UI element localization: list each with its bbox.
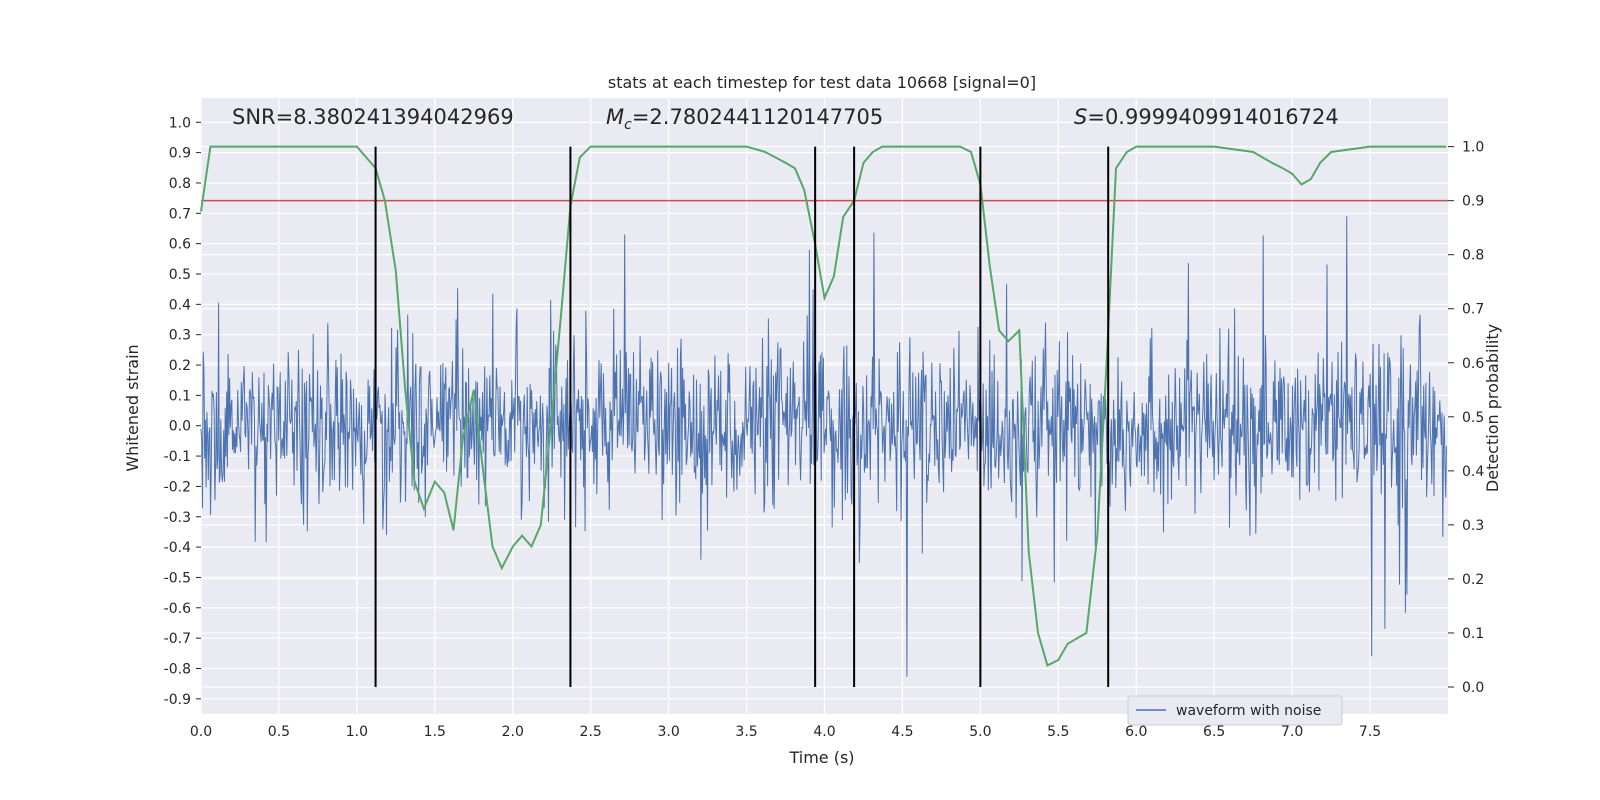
y-left-tick-label: 0.2 bbox=[169, 358, 191, 374]
legend-box bbox=[1127, 695, 1343, 726]
y-left-tick-label: -0.4 bbox=[164, 540, 191, 556]
y-right-tick-label: 0.9 bbox=[1462, 194, 1484, 210]
x-tick-label: 5.5 bbox=[1047, 724, 1069, 740]
legend-label-waveform: waveform with noise bbox=[1176, 703, 1321, 719]
y-right-axis-label: Detection probability bbox=[1483, 324, 1502, 492]
y-left-tick-label: 0.8 bbox=[169, 176, 191, 192]
chart-title: stats at each timestep for test data 106… bbox=[608, 73, 1036, 92]
y-left-tick-label: 1.0 bbox=[169, 115, 191, 131]
probability-line bbox=[200, 145, 1447, 667]
x-tick-label: 7.5 bbox=[1359, 724, 1381, 740]
y-left-tick-label: 0.0 bbox=[169, 419, 191, 435]
y-left-axis-ticks: -0.9 -0.8 -0.7 -0.6 -0.5 -0.4 -0.3 -0.2 -0.1 0.0 0… bbox=[164, 115, 201, 708]
vertical-markers bbox=[374, 146, 1110, 687]
x-tick-label: 2.0 bbox=[502, 724, 524, 740]
y-right-tick-label: 0.3 bbox=[1462, 518, 1484, 534]
x-tick-label: 0.5 bbox=[268, 724, 290, 740]
x-axis-ticks: 0.0 0.5 1.0 1.5 2.0 2.5 3.0 3.5 4.0 4.5 5.0 5.5 6.0 6… bbox=[190, 724, 1381, 740]
y-left-tick-label: -0.1 bbox=[164, 449, 191, 465]
y-right-tick-label: 1.0 bbox=[1462, 140, 1484, 156]
y-left-tick-label: 0.4 bbox=[169, 297, 191, 313]
y-right-tick-label: 0.8 bbox=[1462, 248, 1484, 264]
y-left-axis-label: Whitened strain bbox=[123, 344, 142, 471]
x-tick-label: 1.5 bbox=[424, 724, 446, 740]
x-tick-label: 2.5 bbox=[580, 724, 602, 740]
chirp-mass-annotation: Mc=2.7802441120147705 bbox=[606, 105, 883, 133]
y-left-tick-label: 0.6 bbox=[169, 237, 191, 253]
x-tick-label: 7.0 bbox=[1281, 724, 1303, 740]
x-axis-label: Time (s) bbox=[788, 748, 854, 767]
x-tick-label: 4.0 bbox=[813, 724, 835, 740]
y-left-tick-label: 0.9 bbox=[169, 146, 191, 162]
mc-subscript: c bbox=[624, 117, 632, 133]
x-tick-label: 3.5 bbox=[735, 724, 757, 740]
y-left-tick-label: -0.2 bbox=[164, 479, 191, 495]
y-left-tick-label: -0.9 bbox=[164, 692, 191, 708]
y-right-tick-label: 0.2 bbox=[1462, 572, 1484, 588]
x-tick-label: 3.0 bbox=[657, 724, 679, 740]
y-left-tick-label: 0.3 bbox=[169, 328, 191, 344]
x-tick-label: 4.5 bbox=[891, 724, 913, 740]
mc-symbol: M bbox=[606, 105, 624, 129]
legend: waveform with noise bbox=[1127, 695, 1343, 726]
y-left-tick-label: 0.1 bbox=[169, 388, 191, 404]
s-value: =0.9999409914016724 bbox=[1087, 105, 1338, 129]
y-right-tick-label: 0.7 bbox=[1462, 302, 1484, 318]
y-right-tick-label: 0.5 bbox=[1462, 410, 1484, 426]
y-right-axis-ticks: 0.0 0.1 0.2 0.3 0.4 0.5 0.6 0.7 0.8 0.9 1.0 bbox=[1448, 140, 1484, 696]
y-left-tick-label: -0.3 bbox=[164, 510, 191, 526]
y-right-tick-label: 0.6 bbox=[1462, 356, 1484, 372]
y-left-tick-label: -0.7 bbox=[164, 631, 191, 647]
y-left-tick-label: -0.6 bbox=[164, 601, 191, 617]
mc-value: =2.7802441120147705 bbox=[632, 105, 883, 129]
snr-annotation: SNR=8.380241394042969 bbox=[232, 105, 514, 129]
y-left-tick-label: -0.5 bbox=[164, 570, 191, 586]
x-tick-label: 0.0 bbox=[190, 724, 212, 740]
s-annotation: S=0.9999409914016724 bbox=[1074, 105, 1339, 129]
s-symbol: S bbox=[1074, 105, 1087, 129]
y-left-tick-label: 0.7 bbox=[169, 206, 191, 222]
y-right-tick-label: 0.1 bbox=[1462, 626, 1484, 642]
x-tick-label: 1.0 bbox=[346, 724, 368, 740]
x-tick-label: 5.0 bbox=[969, 724, 991, 740]
x-tick-label: 6.0 bbox=[1125, 724, 1147, 740]
y-right-tick-label: 0.0 bbox=[1462, 680, 1484, 696]
x-tick-label: 6.5 bbox=[1203, 724, 1225, 740]
y-left-tick-label: -0.8 bbox=[164, 661, 191, 677]
probability-series bbox=[200, 145, 1447, 667]
y-right-tick-label: 0.4 bbox=[1462, 464, 1484, 480]
y-left-tick-label: 0.5 bbox=[169, 267, 191, 283]
